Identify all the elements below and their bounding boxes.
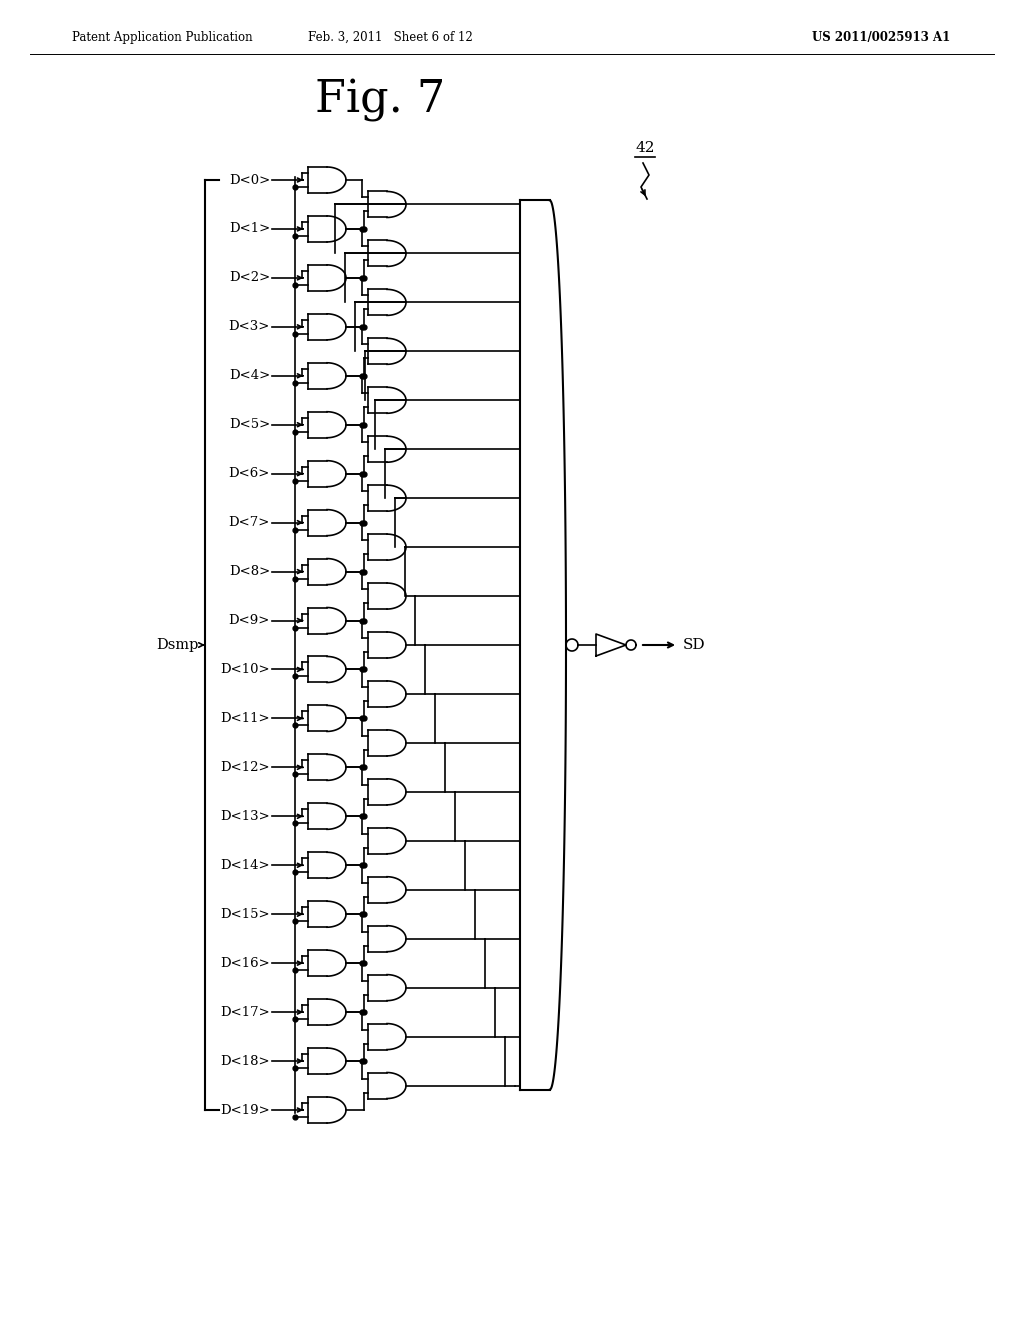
Text: D<10>: D<10> bbox=[220, 663, 270, 676]
Text: D<6>: D<6> bbox=[228, 467, 270, 480]
Text: D<19>: D<19> bbox=[220, 1104, 270, 1117]
Text: Fig. 7: Fig. 7 bbox=[314, 78, 445, 121]
Text: D<3>: D<3> bbox=[228, 321, 270, 334]
Text: D<16>: D<16> bbox=[220, 957, 270, 970]
Text: D<5>: D<5> bbox=[228, 418, 270, 432]
Text: D<17>: D<17> bbox=[220, 1006, 270, 1019]
Text: Patent Application Publication: Patent Application Publication bbox=[72, 30, 253, 44]
Text: D<15>: D<15> bbox=[220, 908, 270, 921]
Text: D<1>: D<1> bbox=[228, 223, 270, 235]
Text: Dsmp: Dsmp bbox=[157, 638, 199, 652]
Text: D<18>: D<18> bbox=[220, 1055, 270, 1068]
Text: SD: SD bbox=[683, 638, 706, 652]
Text: US 2011/0025913 A1: US 2011/0025913 A1 bbox=[812, 30, 950, 44]
Text: D<0>: D<0> bbox=[228, 173, 270, 186]
Text: D<12>: D<12> bbox=[220, 760, 270, 774]
Text: D<14>: D<14> bbox=[220, 859, 270, 871]
Text: 42: 42 bbox=[635, 141, 654, 154]
Text: D<8>: D<8> bbox=[228, 565, 270, 578]
Text: D<13>: D<13> bbox=[220, 809, 270, 822]
Text: D<11>: D<11> bbox=[220, 711, 270, 725]
Text: D<4>: D<4> bbox=[228, 370, 270, 383]
Text: D<2>: D<2> bbox=[228, 272, 270, 284]
Text: D<7>: D<7> bbox=[228, 516, 270, 529]
Text: D<9>: D<9> bbox=[228, 614, 270, 627]
Text: Feb. 3, 2011   Sheet 6 of 12: Feb. 3, 2011 Sheet 6 of 12 bbox=[307, 30, 472, 44]
